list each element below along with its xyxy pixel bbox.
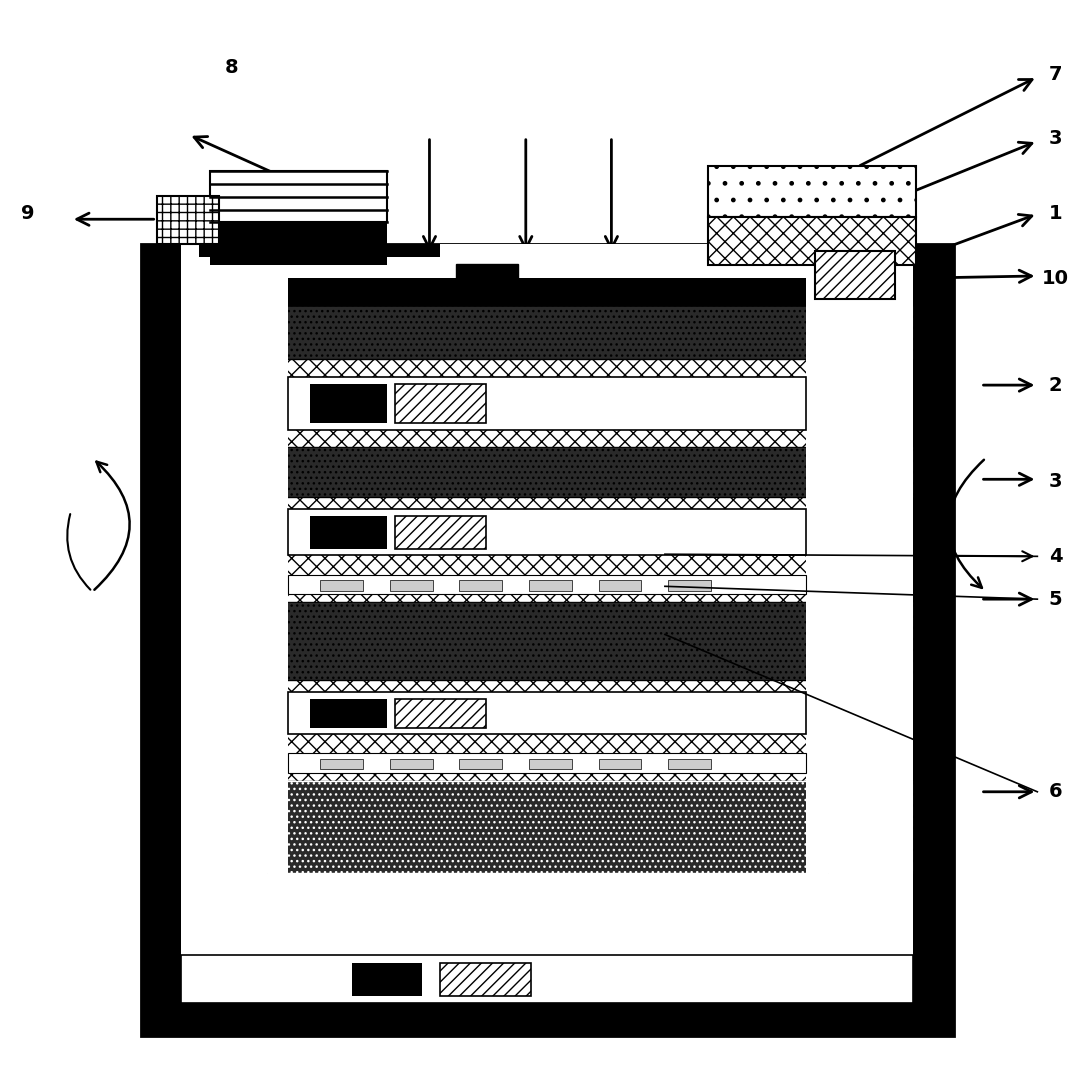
Bar: [182, 396, 288, 498]
Text: 9: 9: [21, 204, 34, 223]
Bar: [352, 963, 422, 996]
Bar: [288, 575, 807, 594]
Bar: [182, 498, 913, 602]
Text: 2: 2: [1048, 376, 1062, 395]
Bar: [182, 305, 913, 360]
Bar: [211, 223, 387, 265]
Bar: [182, 602, 913, 680]
Text: 5: 5: [1048, 589, 1062, 609]
Bar: [288, 376, 807, 430]
Text: 6: 6: [1048, 783, 1062, 801]
Bar: [182, 209, 282, 282]
Bar: [708, 165, 916, 217]
Text: 4: 4: [1048, 547, 1062, 566]
Bar: [182, 680, 288, 782]
Bar: [807, 498, 913, 602]
Bar: [812, 209, 913, 282]
Bar: [182, 360, 913, 447]
Bar: [460, 759, 503, 770]
Bar: [668, 759, 711, 770]
Bar: [708, 243, 916, 257]
Text: 10: 10: [1042, 268, 1069, 288]
Bar: [390, 759, 433, 770]
Bar: [266, 782, 828, 873]
Bar: [807, 782, 913, 873]
Bar: [182, 782, 913, 873]
Bar: [211, 171, 387, 223]
Bar: [807, 680, 913, 782]
Bar: [390, 579, 433, 590]
Bar: [456, 264, 519, 293]
Bar: [141, 243, 344, 282]
Bar: [182, 782, 913, 873]
Text: 8: 8: [224, 58, 238, 77]
Text: 1: 1: [1048, 204, 1062, 223]
Bar: [182, 305, 913, 360]
Bar: [719, 243, 954, 282]
Bar: [288, 509, 807, 555]
Bar: [395, 384, 487, 423]
Bar: [182, 285, 913, 1003]
Bar: [141, 243, 403, 282]
Bar: [282, 243, 812, 278]
Bar: [309, 384, 387, 423]
Bar: [182, 447, 913, 498]
Bar: [182, 254, 288, 360]
Text: 7: 7: [1049, 65, 1062, 85]
Bar: [309, 699, 387, 727]
Bar: [807, 360, 913, 447]
Bar: [182, 498, 288, 602]
Bar: [200, 243, 440, 257]
Bar: [157, 196, 219, 243]
Bar: [395, 515, 487, 549]
Bar: [460, 579, 503, 590]
Bar: [440, 963, 532, 996]
Text: 3: 3: [1049, 472, 1062, 491]
Bar: [182, 243, 913, 308]
Bar: [598, 579, 641, 590]
Bar: [320, 759, 363, 770]
Bar: [708, 217, 916, 265]
Bar: [395, 699, 487, 727]
Bar: [288, 753, 807, 773]
Bar: [807, 551, 913, 680]
Bar: [182, 680, 913, 782]
Bar: [815, 251, 895, 300]
Bar: [182, 447, 913, 498]
Bar: [598, 759, 641, 770]
Bar: [182, 602, 913, 680]
Bar: [182, 955, 913, 1003]
Bar: [182, 873, 913, 1003]
Bar: [529, 759, 571, 770]
Bar: [807, 396, 913, 498]
Bar: [529, 579, 571, 590]
Bar: [665, 243, 916, 282]
Bar: [182, 360, 288, 447]
Bar: [182, 782, 288, 873]
Bar: [309, 515, 387, 549]
Bar: [320, 579, 363, 590]
Text: 3: 3: [1049, 129, 1062, 149]
Bar: [807, 254, 913, 360]
Bar: [141, 243, 954, 1036]
Bar: [668, 579, 711, 590]
Bar: [182, 551, 288, 680]
Bar: [288, 692, 807, 734]
